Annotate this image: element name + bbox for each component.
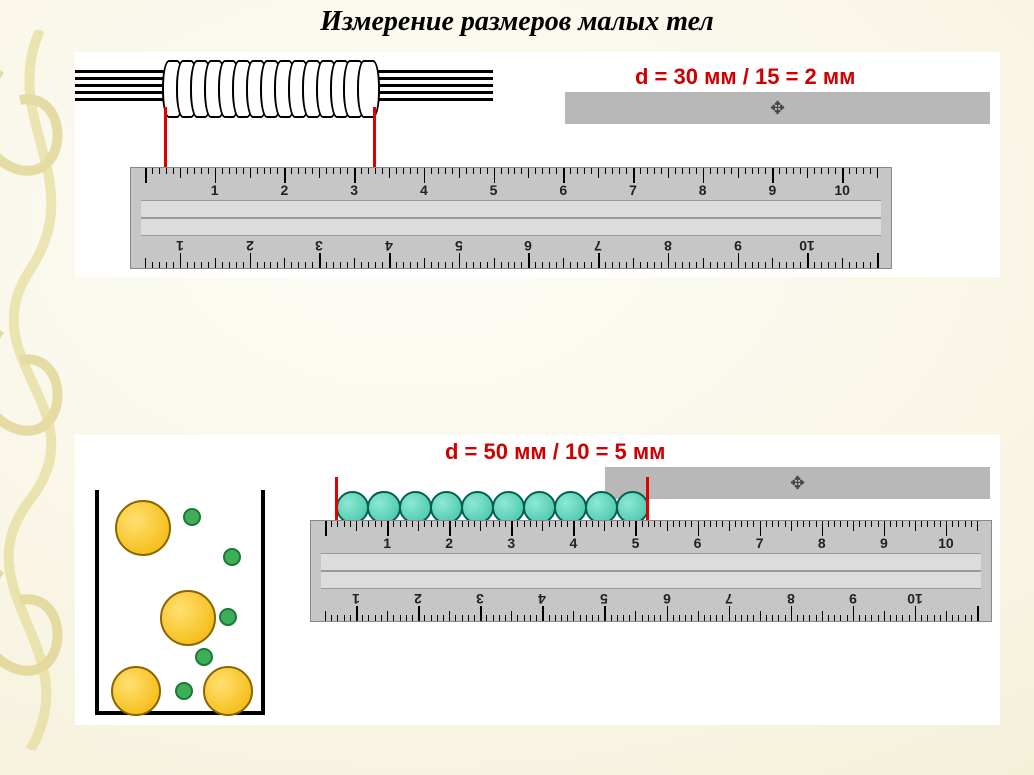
small-ball (219, 608, 237, 626)
jar-wall-left (95, 490, 99, 715)
ruler-number: 7 (756, 535, 764, 551)
ruler-number: 3 (350, 182, 358, 198)
ruler-number: 4 (420, 182, 428, 198)
small-ball (175, 682, 193, 700)
ruler-number: 6 (525, 238, 533, 254)
ruler-number: 3 (315, 238, 323, 254)
move-icon: ✥ (770, 98, 785, 119)
formula-1: d = 30 мм / 15 = 2 мм (635, 64, 855, 90)
ruler-number: 5 (632, 535, 640, 551)
large-ball (111, 666, 161, 716)
ruler-number: 4 (569, 535, 577, 551)
ruler-1: 1 2 3 4 5 6 7 8 9 10 10 9 8 7 6 5 4 3 2 1 (130, 167, 892, 269)
move-icon: ✥ (790, 473, 805, 494)
ruler-number: 6 (663, 591, 671, 607)
large-ball (160, 590, 216, 646)
grey-bar-2[interactable]: ✥ (605, 467, 990, 499)
ruler-number: 8 (818, 535, 826, 551)
ruler-number: 8 (699, 182, 707, 198)
ruler-number: 8 (664, 238, 672, 254)
ruler-number: 9 (880, 535, 888, 551)
ruler-number: 1 (211, 182, 219, 198)
ruler-number: 9 (769, 182, 777, 198)
ruler-number: 5 (601, 591, 609, 607)
small-ball (195, 648, 213, 666)
ruler-number: 4 (385, 238, 393, 254)
ruler-number: 9 (849, 591, 857, 607)
ruler-number: 2 (281, 182, 289, 198)
jar (95, 490, 265, 715)
ruler-number: 2 (414, 591, 422, 607)
experiment-1-panel: ✥ d = 30 мм / 15 = 2 мм 1 2 3 4 5 6 7 8 9 10 10 9 8 7… (75, 52, 1000, 277)
large-ball (115, 500, 171, 556)
ruler-number: 5 (490, 182, 498, 198)
ruler-number: 9 (734, 238, 742, 254)
ruler-number: 3 (476, 591, 484, 607)
ruler-number: 7 (629, 182, 637, 198)
ruler-number: 10 (938, 535, 954, 551)
ruler-number: 8 (787, 591, 795, 607)
ruler-2: 1 2 3 4 5 6 7 8 9 10 10 9 8 7 6 5 4 3 2 1 (310, 520, 992, 622)
formula-2: d = 50 мм / 10 = 5 мм (445, 439, 665, 465)
ruler-number: 4 (538, 591, 546, 607)
ruler-number: 1 (352, 591, 360, 607)
ruler-number: 6 (559, 182, 567, 198)
ruler-number: 7 (594, 238, 602, 254)
ruler-number: 2 (246, 238, 254, 254)
page-title: Измерение размеров малых тел (0, 6, 1034, 38)
ruler-number: 7 (725, 591, 733, 607)
ruler-number: 3 (507, 535, 515, 551)
small-ball (223, 548, 241, 566)
ruler-number: 2 (445, 535, 453, 551)
ruler-number: 5 (455, 238, 463, 254)
large-ball (203, 666, 253, 716)
small-ball (183, 508, 201, 526)
experiment-2-panel: ✥ d = 50 мм / 10 = 5 мм 1 2 3 4 5 6 7 8 9 10 10 9 8 7… (75, 435, 1000, 725)
coil-loop (357, 60, 379, 118)
grey-bar-1[interactable]: ✥ (565, 92, 990, 124)
ruler-number: 1 (383, 535, 391, 551)
ruler-number: 1 (176, 238, 184, 254)
ruler-number: 10 (907, 591, 923, 607)
jar-wall-right (261, 490, 265, 715)
ruler-number: 10 (799, 238, 815, 254)
ruler-number: 6 (694, 535, 702, 551)
ruler-number: 10 (834, 182, 850, 198)
